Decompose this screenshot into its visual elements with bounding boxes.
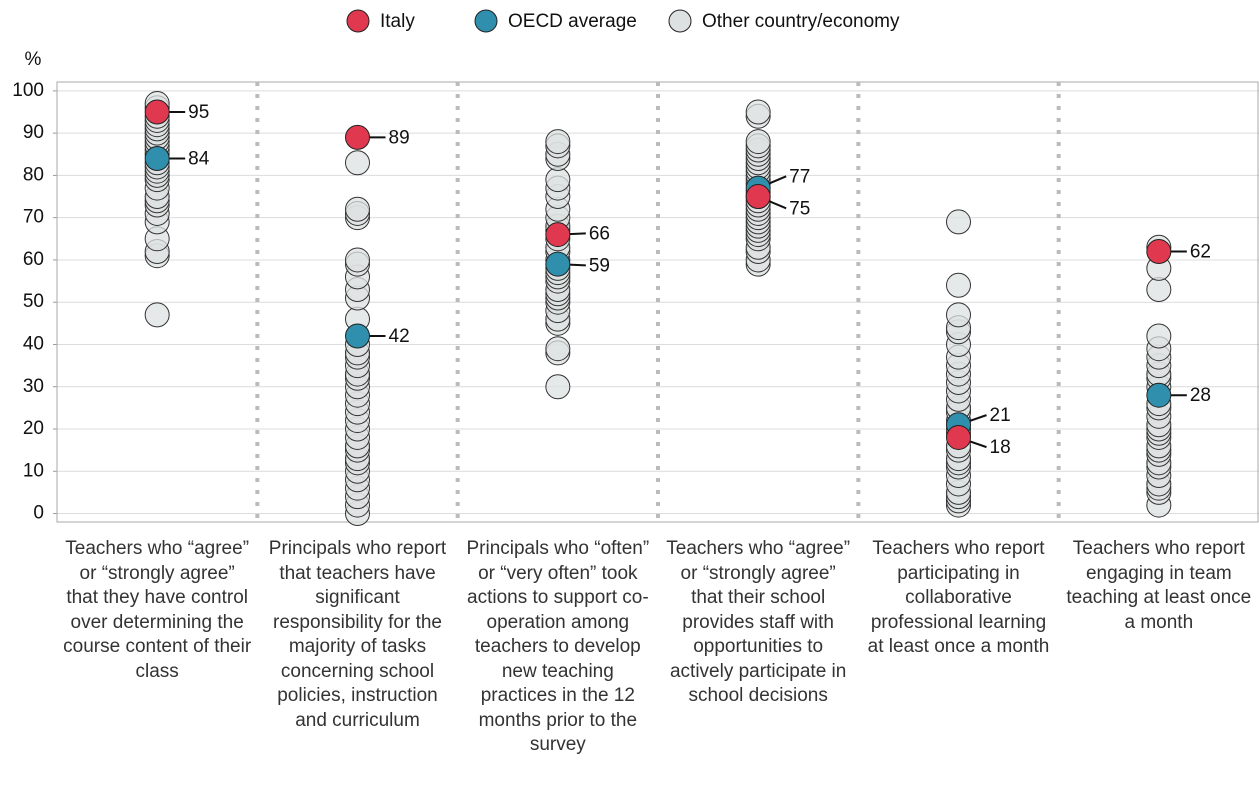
legend-label: OECD average xyxy=(508,11,637,32)
value-label: 59 xyxy=(589,255,610,276)
value-label: 66 xyxy=(589,223,610,244)
other-dot xyxy=(946,272,971,298)
y-axis-label: % xyxy=(25,49,42,70)
italy-dot xyxy=(345,124,370,150)
legend-swatch xyxy=(346,9,370,33)
value-label: 18 xyxy=(990,437,1011,458)
italy-dot xyxy=(745,184,771,210)
value-label: 21 xyxy=(990,405,1011,426)
value-label: 75 xyxy=(789,198,810,219)
y-tick-label: 10 xyxy=(23,460,44,481)
other-dot xyxy=(345,150,370,176)
other-dot xyxy=(545,374,571,400)
y-tick-label: 0 xyxy=(33,503,44,524)
value-label: 89 xyxy=(389,127,410,148)
y-tick-label: 20 xyxy=(23,418,44,439)
y-tick-label: 40 xyxy=(23,333,44,354)
y-tick-label: 100 xyxy=(12,80,44,101)
x-tick-label: Principals who “often” or “very often” t… xyxy=(466,538,650,755)
x-tick-label: Teachers who report engaging in team tea… xyxy=(1066,538,1252,633)
y-tick-label: 60 xyxy=(23,249,44,270)
italy-dot xyxy=(144,99,170,125)
x-tick-label: Teachers who report participating in col… xyxy=(867,538,1050,657)
italy-dot xyxy=(946,424,971,450)
x-tick-label: Teachers who “agree” or “strongly agree”… xyxy=(666,538,851,706)
other-dot xyxy=(144,302,170,328)
other-dot xyxy=(345,196,370,222)
other-dot xyxy=(1146,277,1172,303)
y-tick-label: 70 xyxy=(23,207,44,228)
other-dot xyxy=(545,336,571,362)
other-dot xyxy=(545,129,571,155)
italy-dot xyxy=(1146,238,1172,264)
value-label: 84 xyxy=(188,149,210,170)
oecd-dot xyxy=(1146,382,1172,408)
value-label: 62 xyxy=(1190,242,1211,263)
value-label: 77 xyxy=(789,166,810,187)
legend-label: Other country/economy xyxy=(702,11,900,32)
other-dot xyxy=(946,302,971,328)
other-dot xyxy=(745,129,771,155)
oecd-dot xyxy=(144,146,170,172)
value-label: 42 xyxy=(389,326,410,347)
other-dot xyxy=(545,167,571,193)
legend-swatch xyxy=(474,9,498,33)
x-tick-label: Teachers who “agree” or “strongly agree”… xyxy=(63,538,252,682)
other-dot xyxy=(1146,323,1172,349)
legend-swatch xyxy=(668,9,692,33)
oecd-dot xyxy=(545,251,571,277)
y-tick-label: 50 xyxy=(23,291,44,312)
other-dot xyxy=(946,209,971,235)
value-label: 95 xyxy=(188,102,209,123)
other-dot xyxy=(745,99,771,125)
other-dot xyxy=(345,247,370,273)
value-label: 28 xyxy=(1190,385,1211,406)
x-tick-label: Principals who report that teachers have… xyxy=(268,538,447,731)
italy-dot xyxy=(545,222,571,248)
y-tick-label: 80 xyxy=(23,164,44,185)
oecd-dot xyxy=(345,323,370,349)
y-tick-label: 90 xyxy=(23,122,44,143)
y-tick-label: 30 xyxy=(23,376,44,397)
legend-label: Italy xyxy=(380,11,415,32)
